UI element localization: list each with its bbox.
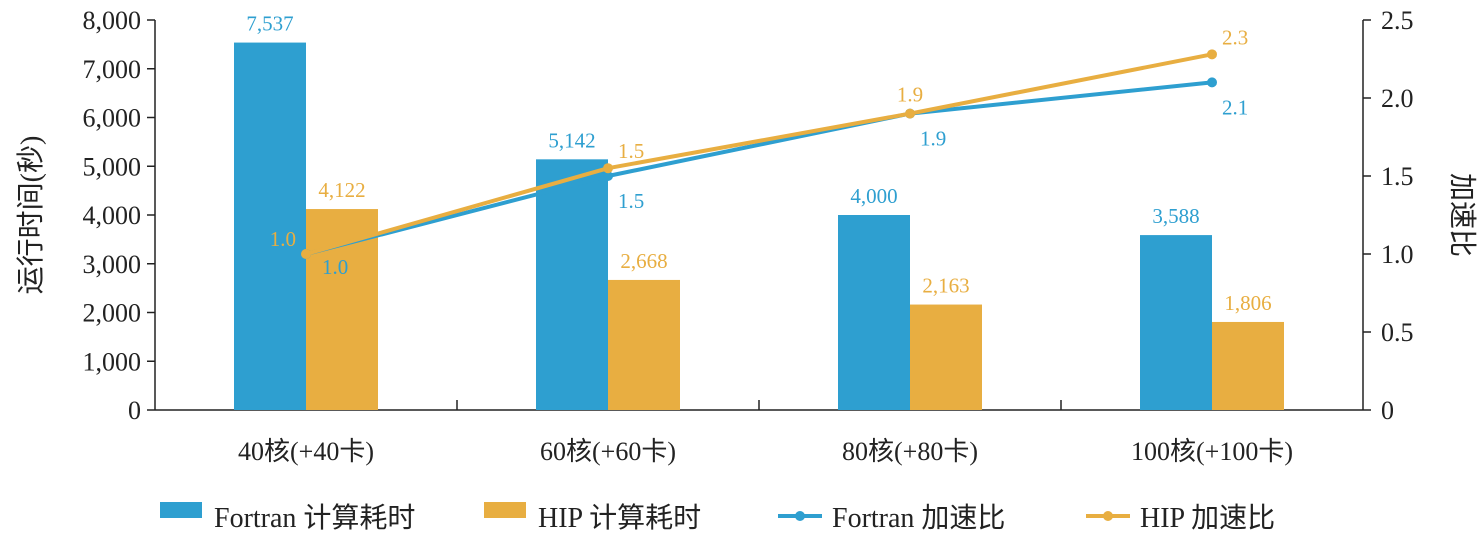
line-data-label: 1.5 [618,139,644,163]
bar-data-label: 3,588 [1152,204,1199,228]
line-point [1207,77,1217,88]
bar-data-label: 4,122 [318,178,365,202]
bar-data-label: 7,537 [246,12,293,36]
line-point [603,171,613,181]
legend-label: Fortran 加速比 [832,502,1005,534]
legend: Fortran 计算耗时 HIP 计算耗时 Fortran 加速比 HIP 加速比 [160,502,1275,534]
bar [1140,235,1212,410]
y2-tick-label: 0 [1381,396,1394,425]
line-data-label: 2.3 [1222,25,1248,49]
y-tick-label: 6,000 [83,104,142,133]
line-data-label: 1.0 [270,227,296,251]
line-data-label: 1.9 [897,83,923,107]
y-tick-label: 7,000 [83,55,142,84]
axes: 0 1,000 2,000 3,000 4,000 5,000 6,000 7,000 8,00… [83,6,1414,466]
bar-data-label: 4,000 [850,184,897,208]
bar-data-label: 2,668 [620,249,667,273]
bar [536,159,608,410]
x-tick-label: 40核(+40卡) [238,437,374,466]
line-point [1207,49,1217,60]
line-point [301,249,311,259]
legend-swatch-marker [1103,511,1113,521]
y2-tick-label: 0.5 [1381,318,1414,347]
x-tick-label: 100核(+100卡) [1131,437,1293,466]
y-tick-label: 5,000 [83,152,142,181]
y2-tick-label: 2.5 [1381,6,1414,35]
bar [608,279,680,410]
line-data-label: 1.0 [322,255,348,279]
legend-swatch-marker [795,511,805,521]
y-tick-label: 3,000 [83,250,142,279]
legend-label: Fortran 计算耗时 [214,502,415,534]
bar [1212,321,1284,410]
legend-label: HIP 加速比 [1140,502,1275,534]
bar-data-label: 5,142 [548,128,595,152]
legend-swatch [484,502,526,518]
y2-tick-label: 2.0 [1381,84,1414,113]
bars [234,42,1284,410]
bar [910,304,982,410]
y-axis-title: 运行时间(秒) [15,136,47,295]
series-line [305,80,1213,256]
x-tick-label: 80核(+80卡) [842,437,978,466]
y-tick-label: 4,000 [83,201,142,230]
y-tick-label: 2,000 [83,299,142,328]
legend-swatch [160,502,202,518]
y2-axis-title: 加速比 [1446,173,1478,257]
bar-data-label: 2,163 [922,274,969,298]
line-point [905,108,915,119]
y-tick-label: 8,000 [83,6,142,35]
data-labels: 7,537 5,142 4,000 3,588 4,122 2,668 2,163 1,806… [246,12,1271,315]
y2-tick-label: 1.5 [1381,162,1414,191]
legend-label: HIP 计算耗时 [538,502,701,534]
line-data-label: 2.1 [1222,95,1248,119]
line-data-label: 1.5 [618,189,644,213]
series-line [305,52,1213,256]
y-tick-label: 0 [128,396,141,425]
bar-data-label: 1,806 [1224,291,1271,315]
line-point [603,163,613,174]
lines [301,49,1217,259]
y2-tick-label: 1.0 [1381,240,1414,269]
y-tick-label: 1,000 [83,347,142,376]
x-tick-label: 60核(+60卡) [540,437,676,466]
bar [838,215,910,410]
bar [234,42,306,410]
line-data-label: 1.9 [920,127,946,151]
